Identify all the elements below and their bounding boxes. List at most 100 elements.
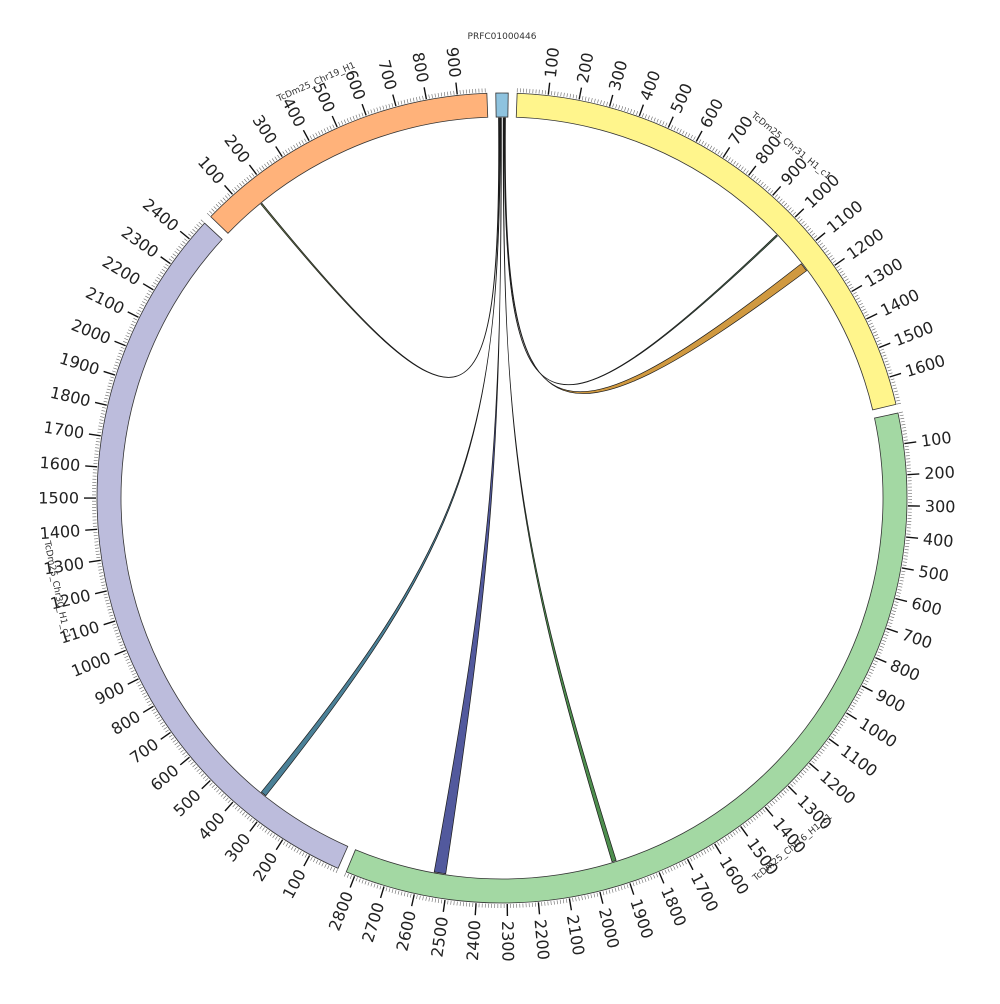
minor-tick	[865, 680, 869, 682]
minor-tick	[441, 93, 442, 97]
minor-tick	[897, 403, 901, 404]
minor-tick	[283, 152, 285, 155]
links-layer	[261, 118, 807, 874]
minor-tick	[607, 102, 608, 106]
minor-tick	[114, 630, 118, 631]
minor-tick	[660, 120, 662, 124]
minor-tick	[713, 147, 715, 150]
minor-tick	[847, 281, 850, 283]
minor-tick	[407, 99, 408, 103]
minor-tick	[96, 554, 100, 555]
minor-tick	[132, 673, 136, 675]
minor-tick	[873, 663, 877, 665]
minor-tick	[604, 101, 605, 105]
minor-tick	[115, 633, 119, 634]
minor-tick	[127, 333, 131, 335]
minor-tick	[350, 875, 351, 879]
tick-label: 600	[147, 761, 183, 795]
minor-tick	[347, 118, 349, 122]
minor-tick	[890, 617, 894, 618]
minor-tick	[102, 588, 106, 589]
minor-tick	[429, 95, 430, 99]
minor-tick	[784, 203, 787, 206]
minor-tick	[793, 782, 796, 785]
minor-tick	[576, 95, 577, 99]
major-tick	[610, 95, 613, 107]
major-tick	[829, 739, 839, 746]
minor-tick	[188, 234, 191, 237]
major-tick	[569, 898, 571, 910]
minor-tick	[155, 714, 158, 716]
minor-tick	[106, 392, 110, 393]
minor-tick	[180, 244, 183, 246]
minor-tick	[302, 853, 304, 856]
minor-tick	[840, 723, 843, 725]
minor-tick	[588, 97, 589, 101]
minor-tick	[401, 101, 402, 105]
minor-tick	[278, 838, 280, 841]
minor-tick	[572, 898, 573, 902]
minor-tick	[899, 412, 903, 413]
minor-tick	[132, 321, 136, 323]
minor-tick	[98, 426, 102, 427]
minor-tick	[691, 135, 693, 139]
minor-tick	[374, 884, 375, 888]
minor-tick	[327, 127, 329, 131]
minor-tick	[139, 307, 143, 309]
minor-tick	[164, 267, 167, 269]
minor-tick	[751, 819, 753, 822]
ideogram-contig	[496, 93, 508, 117]
major-tick	[393, 95, 396, 107]
minor-tick	[904, 440, 908, 441]
minor-tick	[558, 92, 559, 96]
minor-tick	[680, 129, 682, 133]
minor-tick	[682, 862, 684, 866]
minor-tick	[177, 745, 180, 747]
minor-tick	[380, 107, 381, 111]
minor-tick	[310, 857, 312, 861]
minor-tick	[244, 179, 247, 182]
minor-tick	[819, 751, 822, 753]
major-tick	[886, 628, 897, 632]
minor-tick	[710, 146, 712, 149]
minor-tick	[144, 695, 147, 697]
minor-tick	[277, 155, 279, 158]
minor-tick	[622, 106, 623, 110]
minor-tick	[214, 206, 217, 209]
minor-tick	[903, 562, 907, 563]
minor-tick	[275, 836, 277, 839]
minor-tick	[419, 96, 420, 100]
minor-tick	[856, 298, 859, 300]
minor-tick	[582, 96, 583, 100]
minor-tick	[892, 611, 896, 612]
minor-tick	[902, 427, 906, 428]
minor-tick	[870, 669, 874, 671]
minor-tick	[633, 882, 634, 886]
major-tick	[538, 902, 539, 914]
minor-tick	[99, 423, 103, 424]
minor-tick	[561, 92, 562, 96]
minor-tick	[903, 559, 907, 560]
tick-label: 700	[900, 625, 935, 653]
minor-tick	[153, 712, 156, 714]
major-tick	[202, 780, 211, 788]
major-tick	[795, 209, 804, 217]
tick-label: 1200	[816, 767, 859, 808]
minor-tick	[853, 702, 856, 704]
minor-tick	[235, 187, 238, 190]
minor-tick	[199, 222, 202, 225]
minor-tick	[128, 330, 132, 332]
minor-tick	[257, 169, 259, 172]
minor-tick	[262, 166, 264, 169]
minor-tick	[702, 141, 704, 144]
minor-tick	[893, 388, 897, 389]
ideogram-chr30	[97, 223, 348, 868]
minor-tick	[108, 609, 112, 610]
minor-tick	[219, 791, 222, 794]
minor-tick	[860, 689, 864, 691]
minor-tick	[242, 181, 245, 184]
minor-tick	[601, 100, 602, 104]
major-tick	[906, 537, 918, 538]
major-tick	[773, 186, 781, 195]
major-tick	[249, 165, 256, 175]
